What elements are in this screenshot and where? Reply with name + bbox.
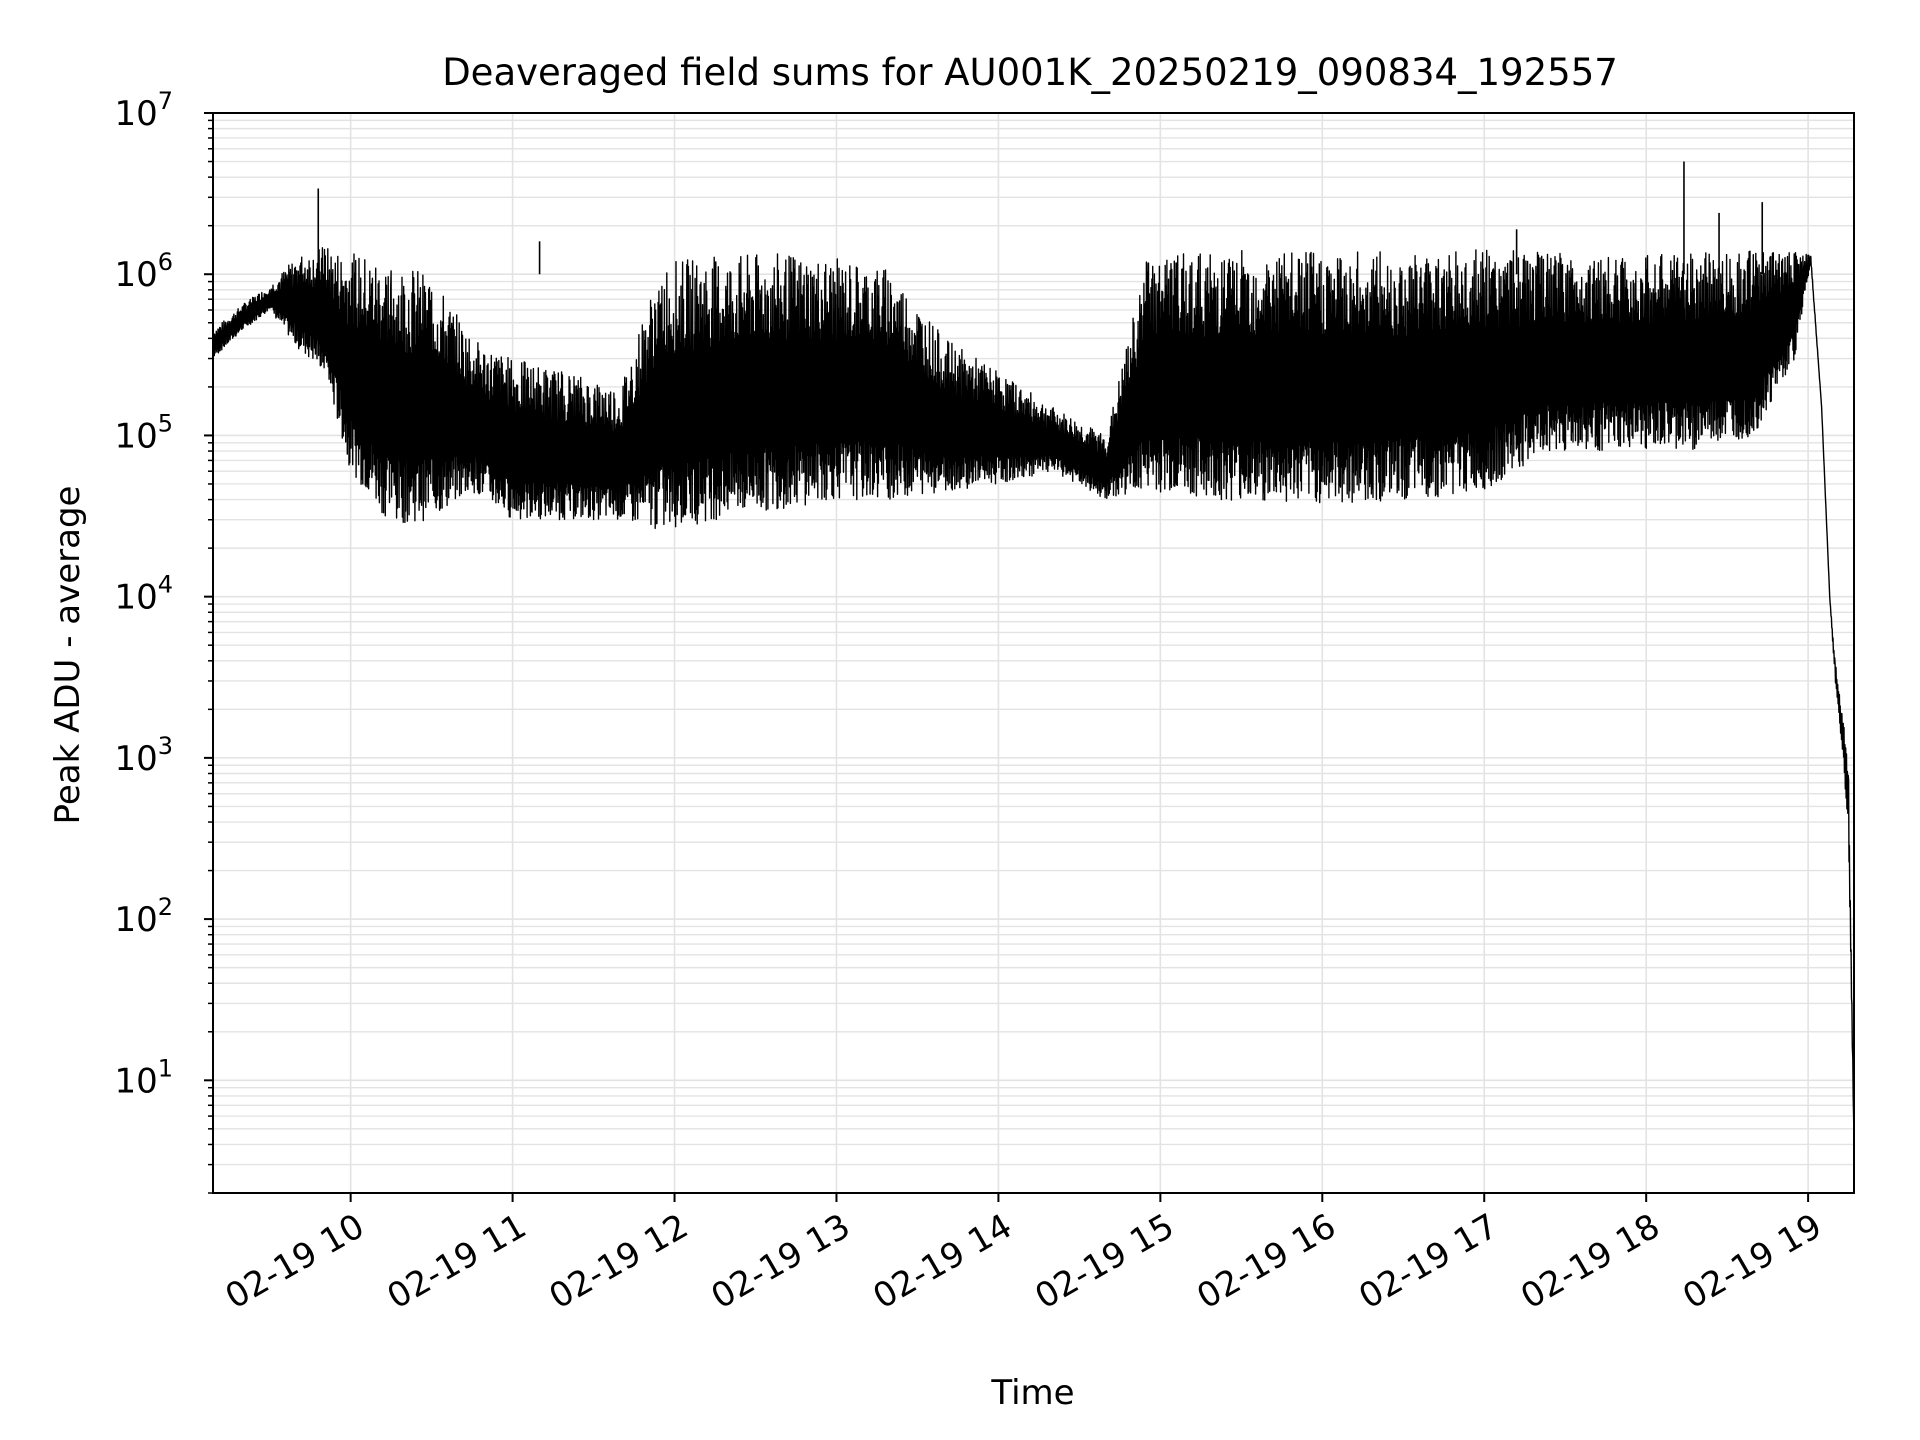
x-axis-label: Time (990, 1373, 1074, 1413)
chart-title: Deaveraged field sums for AU001K_2025021… (442, 51, 1618, 94)
y-tick-exponent: 2 (158, 893, 173, 921)
y-tick-base: 10 (114, 94, 157, 134)
y-tick-label: 101 (114, 1054, 173, 1101)
data-series (212, 161, 1855, 1145)
y-tick-label: 106 (114, 248, 173, 295)
y-tick-label: 102 (114, 893, 173, 940)
plot-area-frame (212, 112, 1855, 1194)
y-tick-base: 10 (114, 739, 157, 779)
y-tick-base: 10 (114, 416, 157, 456)
y-tick-exponent: 7 (158, 87, 173, 115)
y-tick-base: 10 (114, 900, 157, 940)
y-tick-exponent: 4 (158, 571, 173, 599)
y-tick-label: 107 (114, 87, 173, 134)
y-tick-label: 104 (114, 571, 173, 618)
y-tick-exponent: 3 (158, 732, 173, 760)
y-tick-exponent: 6 (158, 248, 173, 276)
y-tick-base: 10 (114, 578, 157, 618)
y-tick-exponent: 1 (158, 1054, 173, 1082)
y-axis-label: Peak ADU - average (48, 486, 88, 825)
y-tick-label: 105 (114, 409, 173, 456)
y-tick-base: 10 (114, 1061, 157, 1101)
grid-lines (213, 112, 1854, 1194)
y-tick-exponent: 5 (158, 409, 173, 437)
y-tick-label: 103 (114, 732, 173, 779)
y-tick-base: 10 (114, 255, 157, 295)
series-line (212, 247, 1855, 1145)
